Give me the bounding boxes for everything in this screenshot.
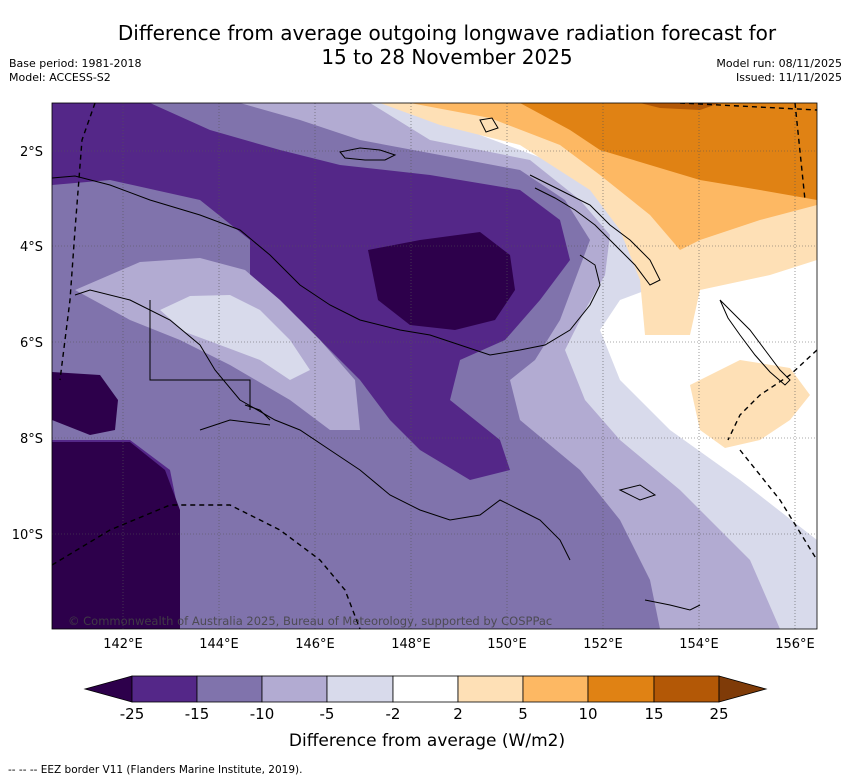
anomaly-15-25: [640, 103, 720, 110]
model-run: Model run: 08/11/2025: [716, 57, 842, 70]
base-period: Base period: 1981-2018: [9, 57, 142, 70]
map-title-line1: Difference from average outgoing longwav…: [117, 21, 777, 45]
copyright-text: © Commonwealth of Australia 2025, Bureau…: [68, 614, 552, 628]
eez-borders: [52, 103, 817, 629]
lon-label: 150°E: [487, 637, 527, 652]
colorbar-tick: -5: [319, 705, 335, 723]
colorbar-segment: [392, 675, 459, 703]
lat-label: 2°S: [20, 145, 43, 160]
model-name: Model: ACCESS-S2: [9, 71, 111, 84]
colorbar-tick: 5: [518, 705, 528, 723]
colorbar-segment: [131, 675, 198, 703]
issued-date: Issued: 11/11/2025: [735, 71, 842, 84]
colorbar-tick: 15: [644, 705, 664, 723]
lat-label: 10°S: [12, 528, 43, 543]
colorbar-segment: [457, 675, 524, 703]
lon-label: 142°E: [103, 637, 143, 652]
lon-label: 148°E: [391, 637, 431, 652]
meta-left: Base period: 1981-2018 Model: ACCESS-S2: [9, 57, 141, 85]
colorbar-tick: 10: [578, 705, 598, 723]
lon-label: 154°E: [679, 637, 719, 652]
colorbar-segment: [261, 675, 328, 703]
colorbar-tick: -10: [249, 705, 275, 723]
map-title-line2: 15 to 28 November 2025: [321, 45, 573, 69]
lon-label: 146°E: [295, 637, 335, 652]
anomaly-10-15: [520, 103, 817, 200]
anomaly-lt-neg25-south: [52, 442, 180, 629]
anomaly-lt-neg25-north: [368, 232, 515, 330]
lon-label: 156°E: [775, 637, 815, 652]
colorbar-tick: 25: [709, 705, 729, 723]
anomaly-lt-neg25-west: [52, 372, 118, 435]
colorbar-segment: [522, 675, 589, 703]
colorbar-segment: [587, 675, 655, 703]
map-frame: [51, 102, 818, 630]
colorbar-tick: -15: [184, 705, 210, 723]
lon-label: 152°E: [583, 637, 623, 652]
colorbar-extend-high: [718, 675, 768, 703]
eez-footnote: -- -- -- EEZ border V11 (Flanders Marine…: [8, 764, 303, 776]
coastlines: [52, 117, 791, 611]
colorbar-segment: [196, 675, 263, 703]
colorbar-segment: [653, 675, 720, 703]
lat-label: 4°S: [20, 240, 43, 255]
colorbar: [83, 675, 768, 703]
colorbar-tick: -2: [385, 705, 401, 723]
lat-label: 8°S: [20, 432, 43, 447]
map-area: © Commonwealth of Australia 2025, Bureau…: [52, 103, 817, 629]
lat-label: 6°S: [20, 336, 43, 351]
colorbar-tick: -25: [119, 705, 145, 723]
lon-label: 144°E: [199, 637, 239, 652]
gridlines: [52, 103, 817, 629]
meta-right: Model run: 08/11/2025 Issued: 11/11/2025: [716, 57, 842, 85]
colorbar-segment: [326, 675, 394, 703]
colorbar-label: Difference from average (W/m2): [288, 731, 566, 751]
anomaly-neg5-neg2-inland: [160, 295, 310, 380]
colorbar-tick: 2: [453, 705, 463, 723]
colorbar-extend-low: [83, 675, 133, 703]
